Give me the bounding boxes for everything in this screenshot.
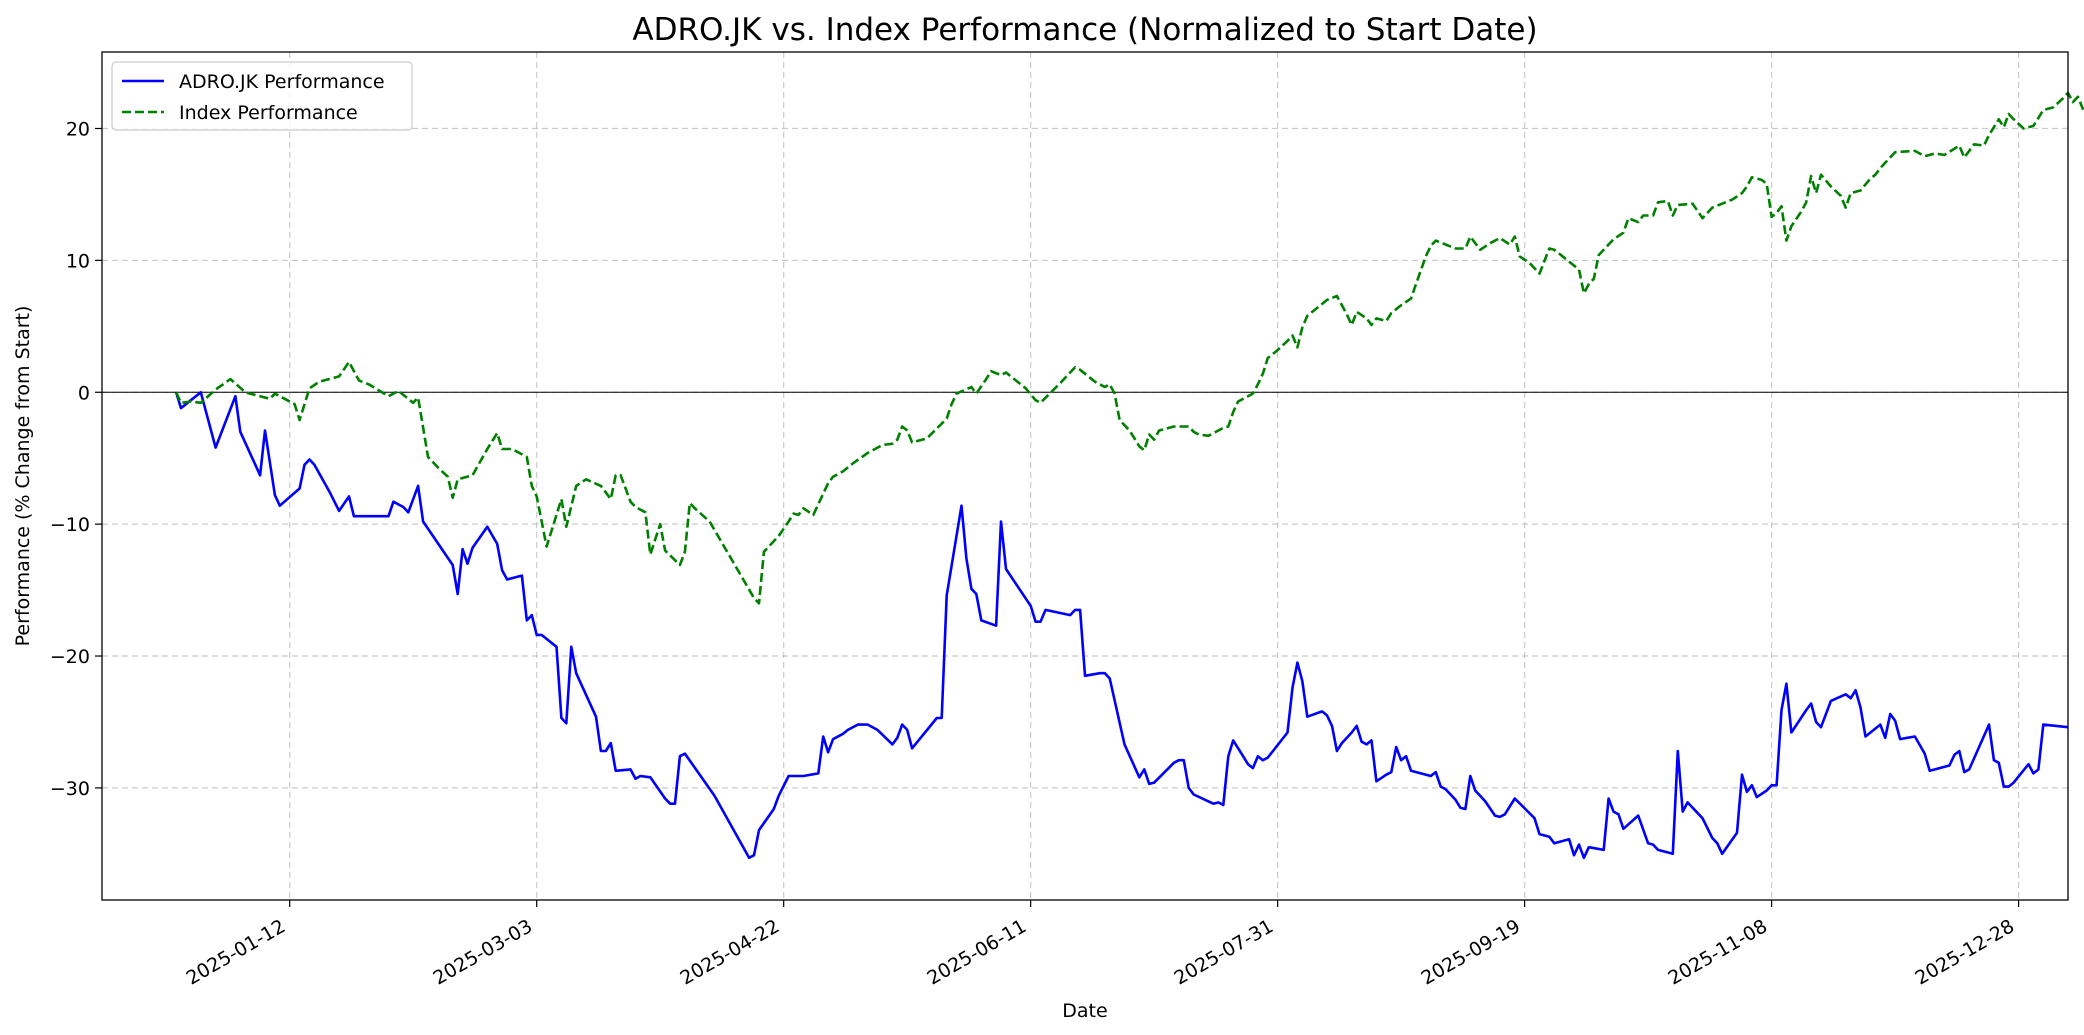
y-tick-label: −10 [50,514,90,536]
x-tick-label: 2025-03-03 [430,915,537,989]
x-tick-label: 2025-07-31 [1171,915,1278,989]
x-tick-label: 2025-01-12 [183,915,290,989]
series-line-1 [174,91,2084,605]
plot-frame [101,51,2069,901]
legend: ADRO.JK Performance Index Performance [111,61,413,131]
legend-box [111,61,413,131]
y-tick-label: 20 [66,118,90,140]
series-layer [174,91,2084,860]
x-tick-label: 2025-09-19 [1418,915,1525,989]
y-tick-label: −20 [50,646,90,668]
x-axis: 2025-01-12 2025-03-03 2025-04-22 2025-06-11… [183,900,2020,990]
grid [102,52,2068,900]
x-tick-label: 2025-11-08 [1664,915,1771,989]
x-axis-label: Date [1062,1000,1107,1022]
y-tick-label: 0 [78,382,90,404]
x-tick-label: 2025-06-11 [924,915,1031,989]
legend-label: Index Performance [179,102,358,124]
y-tick-label: −30 [50,778,90,800]
y-axis: −30 −20 −10 0 10 20 [50,118,102,800]
legend-label: ADRO.JK Performance [179,71,385,93]
chart-title: ADRO.JK vs. Index Performance (Normalize… [632,12,1537,48]
x-tick-label: 2025-04-22 [677,915,784,989]
series-line-0 [174,390,2069,860]
y-axis-label: Performance (% Change from Start) [12,306,34,647]
y-tick-label: 10 [66,250,90,272]
x-tick-label: 2025-12-28 [1911,915,2018,989]
